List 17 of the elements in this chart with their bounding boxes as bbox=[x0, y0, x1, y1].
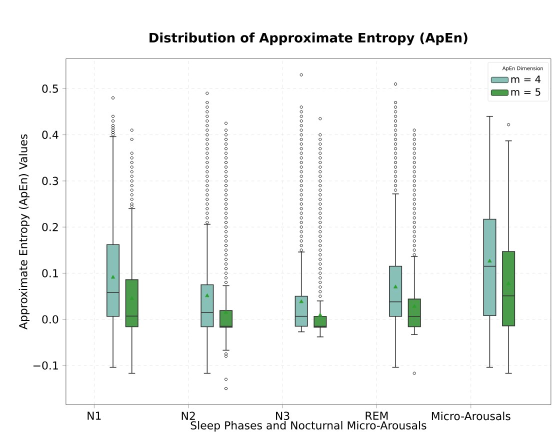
y-tick-label: 0.0 bbox=[42, 315, 58, 324]
y-tick-label: 0.2 bbox=[42, 222, 58, 232]
chart-title: Distribution of Approximate Entropy (ApEn) bbox=[150, 32, 468, 46]
x-tick-label: N3 bbox=[276, 412, 290, 420]
x-tick-label: N1 bbox=[88, 412, 101, 420]
legend-label: m = 5 bbox=[511, 88, 540, 96]
y-tick-label: 0.5 bbox=[42, 84, 58, 93]
y-tick-label: 0.1 bbox=[42, 269, 58, 278]
x-axis-title: Sleep Phases and Nocturnal Micro-Arousals bbox=[190, 421, 426, 432]
y-tick-label: −0.1 bbox=[33, 361, 58, 370]
x-tick-label: N2 bbox=[182, 412, 195, 420]
x-tick-label: REM bbox=[366, 412, 388, 420]
x-tick-label: Micro-Arousals bbox=[432, 412, 510, 420]
y-axis-title: Approximate Entropy (ApEn) Values bbox=[18, 134, 30, 330]
legend-label: m = 4 bbox=[511, 76, 541, 83]
y-tick-label: 0.3 bbox=[42, 176, 58, 186]
y-tick-label: 0.4 bbox=[42, 130, 58, 139]
